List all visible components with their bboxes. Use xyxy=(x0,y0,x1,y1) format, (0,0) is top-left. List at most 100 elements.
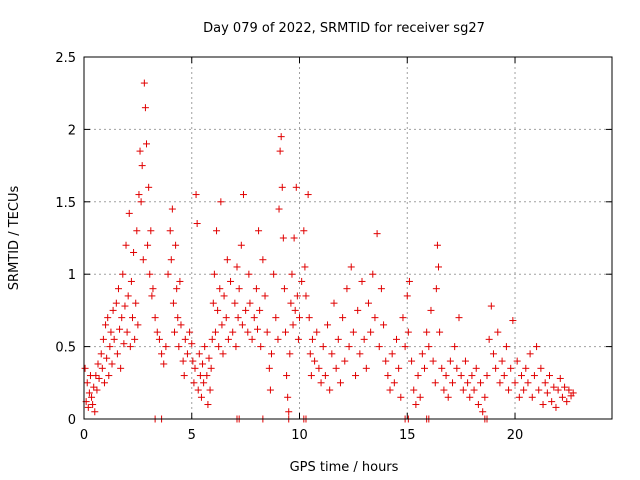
data-point xyxy=(85,389,93,397)
data-point xyxy=(128,314,136,322)
data-point xyxy=(233,263,241,271)
data-point xyxy=(306,350,314,358)
grid-lines xyxy=(84,57,612,419)
data-point xyxy=(485,335,493,343)
data-point xyxy=(367,328,375,336)
data-point xyxy=(112,299,120,307)
data-point xyxy=(352,372,360,380)
data-point xyxy=(179,357,187,365)
data-point xyxy=(520,386,528,394)
data-point xyxy=(477,379,485,387)
data-point xyxy=(151,314,159,322)
data-point xyxy=(118,314,126,322)
data-point xyxy=(468,372,476,380)
data-point xyxy=(253,325,261,333)
data-point xyxy=(196,372,204,380)
data-point xyxy=(301,263,309,271)
data-point xyxy=(162,343,170,351)
data-point xyxy=(183,350,191,358)
data-point xyxy=(148,292,156,300)
data-point xyxy=(214,306,222,314)
data-point xyxy=(296,314,304,322)
data-point xyxy=(158,350,166,358)
data-point xyxy=(106,343,114,351)
data-point xyxy=(122,241,130,249)
data-point xyxy=(98,364,106,372)
data-point xyxy=(149,285,157,293)
data-point xyxy=(535,386,543,394)
data-point xyxy=(189,357,197,365)
data-point xyxy=(267,350,275,358)
data-point xyxy=(123,328,131,336)
data-point xyxy=(386,386,394,394)
data-point xyxy=(313,328,321,336)
data-point xyxy=(308,335,316,343)
data-point xyxy=(223,256,231,264)
data-point xyxy=(283,372,291,380)
data-point xyxy=(116,325,124,333)
data-point xyxy=(522,364,530,372)
data-point xyxy=(341,357,349,365)
data-point xyxy=(302,292,310,300)
data-point xyxy=(561,383,569,391)
data-point xyxy=(311,357,319,365)
data-point xyxy=(517,372,525,380)
data-point xyxy=(440,386,448,394)
data-point xyxy=(219,350,227,358)
data-point xyxy=(93,386,101,394)
x-axis-label: GPS time / hours xyxy=(290,460,399,475)
data-point xyxy=(210,270,218,278)
data-point xyxy=(382,357,390,365)
data-point xyxy=(211,328,219,336)
data-point xyxy=(277,133,285,141)
plot-frame xyxy=(83,56,613,420)
data-point xyxy=(558,393,566,401)
data-point xyxy=(401,343,409,351)
data-point xyxy=(332,364,340,372)
data-point xyxy=(384,372,392,380)
data-point xyxy=(173,285,181,293)
data-point xyxy=(334,335,342,343)
data-point xyxy=(537,364,545,372)
data-point xyxy=(343,285,351,293)
data-point xyxy=(345,343,353,351)
data-point xyxy=(326,386,334,394)
data-point xyxy=(99,335,107,343)
data-point xyxy=(200,379,208,387)
data-point xyxy=(500,372,508,380)
data-point xyxy=(436,328,444,336)
data-point xyxy=(259,256,267,264)
data-point xyxy=(435,263,443,271)
data-point xyxy=(533,343,541,351)
data-point xyxy=(498,357,506,365)
data-point xyxy=(278,183,286,191)
data-point xyxy=(496,379,504,387)
data-point xyxy=(451,343,459,351)
y-tick-label: 0 xyxy=(68,413,76,428)
data-point xyxy=(307,372,315,380)
data-point xyxy=(395,364,403,372)
data-point xyxy=(472,364,480,372)
data-point xyxy=(474,401,482,409)
data-point xyxy=(266,386,274,394)
data-point xyxy=(492,364,500,372)
data-point xyxy=(427,306,435,314)
data-point xyxy=(410,386,418,394)
data-point xyxy=(291,306,299,314)
data-point xyxy=(349,328,357,336)
y-tick-label: 0.5 xyxy=(55,341,76,356)
data-point xyxy=(284,393,292,401)
x-tick-label: 10 xyxy=(291,428,308,443)
data-point xyxy=(209,299,217,307)
data-point xyxy=(232,343,240,351)
data-point xyxy=(298,277,306,285)
data-point xyxy=(526,350,534,358)
x-tick-label: 15 xyxy=(399,428,416,443)
x-tick-label: 5 xyxy=(188,428,196,443)
data-point xyxy=(360,335,368,343)
data-point xyxy=(290,234,298,242)
data-point xyxy=(328,350,336,358)
data-point xyxy=(563,398,571,406)
data-point xyxy=(565,386,573,394)
data-point xyxy=(133,227,141,235)
